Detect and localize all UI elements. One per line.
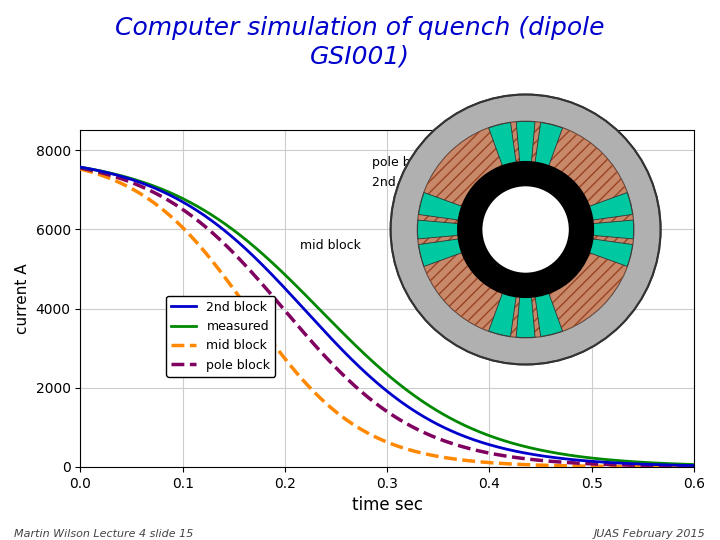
- Wedge shape: [516, 297, 535, 338]
- Text: pole block: pole block: [372, 156, 436, 169]
- Text: JUAS February 2015: JUAS February 2015: [594, 529, 706, 539]
- Wedge shape: [516, 122, 535, 162]
- Wedge shape: [535, 293, 562, 336]
- Wedge shape: [418, 193, 462, 220]
- Text: mid block: mid block: [300, 239, 361, 252]
- Wedge shape: [489, 123, 516, 166]
- Text: Computer simulation of quench (dipole
GSI001): Computer simulation of quench (dipole GS…: [115, 16, 605, 68]
- Y-axis label: current A: current A: [15, 264, 30, 334]
- Wedge shape: [418, 122, 634, 338]
- X-axis label: time sec: time sec: [351, 496, 423, 514]
- Wedge shape: [535, 123, 562, 166]
- Wedge shape: [391, 94, 661, 364]
- Circle shape: [482, 186, 569, 273]
- Text: 2nd block: 2nd block: [372, 176, 433, 189]
- Wedge shape: [593, 220, 634, 239]
- Circle shape: [458, 162, 593, 297]
- Wedge shape: [489, 293, 516, 336]
- Wedge shape: [589, 239, 633, 266]
- Wedge shape: [589, 193, 633, 220]
- Legend: 2nd block, measured, mid block, pole block: 2nd block, measured, mid block, pole blo…: [166, 296, 276, 376]
- Wedge shape: [418, 239, 462, 266]
- Text: Martin Wilson Lecture 4 slide 15: Martin Wilson Lecture 4 slide 15: [14, 529, 194, 539]
- Wedge shape: [418, 220, 459, 239]
